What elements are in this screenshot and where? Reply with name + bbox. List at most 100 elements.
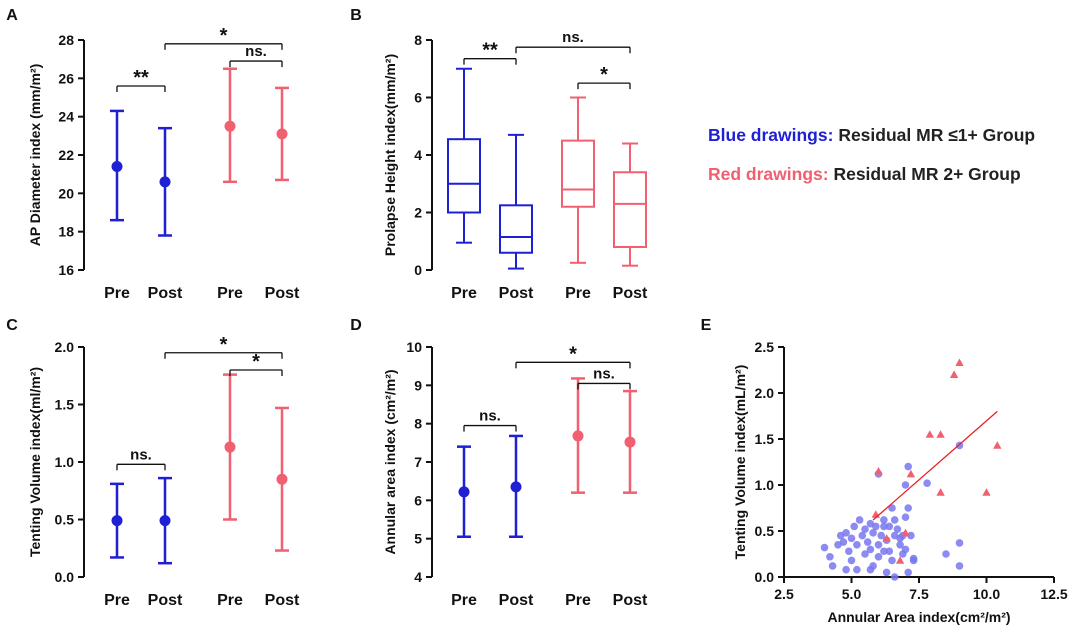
- x-tick-label-E: 5.0: [842, 586, 862, 602]
- y-axis-title-C: Tenting Volume index(ml/m²): [27, 367, 43, 557]
- x-category-label-B: Pre: [565, 285, 591, 302]
- y-tick-label-E: 1.0: [755, 477, 775, 493]
- fit-line-E: [872, 410, 998, 521]
- sig-label-B-2: *: [600, 64, 608, 86]
- legend-blue-label: Blue drawings:: [708, 125, 834, 145]
- x-category-label-A: Post: [148, 285, 183, 302]
- scatter-point-blue: [893, 525, 902, 533]
- x-category-label-A: Post: [265, 285, 300, 302]
- scatter-point-blue: [874, 541, 883, 549]
- scatter-point-blue: [872, 522, 880, 531]
- scatter-point-blue: [828, 562, 837, 570]
- y-tick-label-C: 0.0: [55, 569, 75, 585]
- x-category-label-A: Pre: [217, 285, 243, 302]
- scatter-point-blue: [907, 531, 915, 540]
- panel-label-A: A: [6, 7, 18, 24]
- scatter-point-red: [882, 534, 891, 542]
- y-tick-label-D: 7: [414, 454, 422, 470]
- x-tick-label-E: 2.5: [774, 586, 794, 602]
- sig-label-B-0: **: [482, 40, 498, 62]
- scatter-point-blue: [882, 568, 891, 577]
- box-B-2: [561, 139, 595, 208]
- scatter-point-blue: [850, 522, 858, 531]
- x-category-label-B: Post: [499, 285, 534, 302]
- y-tick-label-B: 6: [414, 90, 422, 106]
- panel-label-C: C: [6, 317, 18, 334]
- scatter-point-red: [871, 510, 880, 518]
- scatter-point-red: [895, 556, 905, 564]
- panel-label-D: D: [350, 317, 362, 334]
- y-tick-label-A: 28: [58, 32, 74, 48]
- scatter-point-blue: [904, 462, 912, 471]
- y-tick-label-C: 1.5: [55, 397, 75, 413]
- scatter-point-blue: [880, 516, 888, 524]
- scatter-point-blue: [874, 552, 883, 561]
- x-axis-title-E: Annular Area index(cm²/m²): [827, 609, 1010, 625]
- scatter-point-blue: [863, 538, 872, 546]
- y-tick-label-B: 0: [414, 262, 422, 278]
- legend-blue-text: Residual MR ≤1+ Group: [838, 125, 1036, 145]
- sig-label-C-0: ns.: [130, 446, 152, 463]
- y-tick-label-A: 16: [58, 262, 74, 278]
- panel-label-E: E: [701, 317, 712, 334]
- y-axis-title-B: Prolapse Height index(mm/m²): [382, 54, 398, 256]
- y-tick-label-A: 24: [58, 109, 74, 125]
- scatter-point-blue: [847, 556, 856, 565]
- mean-point-C-1: [159, 515, 171, 527]
- legend-red: Red drawings: Residual MR 2+ Group: [708, 164, 1021, 185]
- y-tick-label-E: 1.5: [755, 431, 775, 447]
- scatter-point-blue: [826, 552, 834, 561]
- legend-red-text: Residual MR 2+ Group: [833, 164, 1021, 184]
- sig-label-B-1: ns.: [562, 29, 584, 46]
- y-tick-label-D: 9: [414, 377, 422, 393]
- scatter-point-blue: [869, 529, 877, 537]
- scatter-point-red: [906, 469, 916, 478]
- mean-point-A-3: [276, 128, 288, 140]
- y-tick-label-C: 1.0: [55, 454, 75, 470]
- scatter-point-blue: [842, 565, 850, 574]
- scatter-point-red: [936, 488, 945, 496]
- y-tick-label-C: 0.5: [55, 512, 75, 528]
- scatter-point-red: [874, 467, 883, 475]
- x-tick-label-E: 7.5: [909, 586, 929, 602]
- scatter-point-blue: [896, 534, 904, 543]
- y-tick-label-D: 6: [414, 492, 422, 508]
- scatter-point-blue: [901, 545, 910, 554]
- mean-point-D-3: [624, 436, 636, 448]
- y-tick-label-E: 2.5: [755, 339, 775, 355]
- y-tick-label-D: 5: [414, 531, 422, 547]
- mean-point-D-2: [572, 430, 584, 442]
- scatter-point-blue: [890, 573, 899, 581]
- y-tick-label-A: 20: [58, 185, 74, 201]
- scatter-point-blue: [845, 547, 853, 556]
- mean-point-D-0: [458, 486, 470, 498]
- mean-point-C-3: [276, 473, 288, 485]
- y-tick-label-A: 18: [58, 224, 74, 240]
- scatter-point-blue: [890, 516, 899, 524]
- y-tick-label-A: 22: [58, 147, 74, 163]
- x-category-label-D: Post: [499, 592, 534, 609]
- scatter-point-blue: [839, 538, 848, 546]
- y-tick-label-D: 8: [414, 416, 422, 432]
- scatter-point-blue: [866, 565, 875, 574]
- x-category-label-C: Pre: [217, 592, 243, 609]
- mean-point-D-1: [510, 481, 522, 493]
- box-B-3: [613, 171, 647, 248]
- x-category-label-C: Pre: [104, 592, 130, 609]
- scatter-point-blue: [820, 543, 829, 552]
- mean-point-A-0: [111, 161, 123, 172]
- x-category-label-C: Post: [265, 592, 300, 609]
- y-tick-label-D: 10: [406, 339, 422, 355]
- scatter-point-red: [982, 488, 991, 496]
- scatter-point-blue: [853, 565, 861, 574]
- y-axis-title-D: Annular area index (cm²/m²): [382, 369, 398, 554]
- scatter-point-blue: [880, 522, 888, 531]
- x-category-label-D: Pre: [451, 592, 477, 609]
- x-category-label-A: Pre: [104, 285, 130, 302]
- x-category-label-C: Post: [148, 592, 183, 609]
- y-tick-label-B: 8: [414, 32, 422, 48]
- y-tick-label-E: 0.0: [755, 569, 775, 585]
- scatter-point-blue: [888, 556, 896, 565]
- scatter-point-red: [993, 441, 1002, 449]
